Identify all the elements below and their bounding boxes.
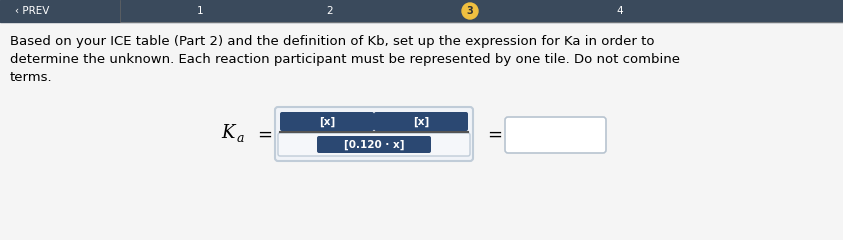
FancyBboxPatch shape [505,117,606,153]
Text: 3: 3 [467,6,474,16]
Text: 4: 4 [617,6,623,16]
Text: [x]: [x] [319,116,336,127]
Text: Based on your ICE table (Part 2) and the definition of Kb, set up the expression: Based on your ICE table (Part 2) and the… [10,35,654,48]
Bar [0,0,843,22]
Text: [0.120 · x]: [0.120 · x] [344,139,405,150]
Text: =: = [487,126,502,144]
Text: determine the unknown. Each reaction participant must be represented by one tile: determine the unknown. Each reaction par… [10,53,680,66]
Text: terms.: terms. [10,71,52,84]
Text: 2: 2 [327,6,333,16]
Text: 1: 1 [196,6,203,16]
FancyBboxPatch shape [280,112,374,131]
Text: =: = [257,126,272,144]
Text: K: K [222,124,235,142]
FancyBboxPatch shape [275,107,473,161]
FancyBboxPatch shape [374,112,468,131]
Text: a: a [237,132,244,144]
Text: [x]: [x] [413,116,429,127]
FancyBboxPatch shape [278,133,470,156]
Circle shape [462,3,478,19]
FancyBboxPatch shape [317,136,431,153]
Text: ‹ PREV: ‹ PREV [15,6,50,16]
